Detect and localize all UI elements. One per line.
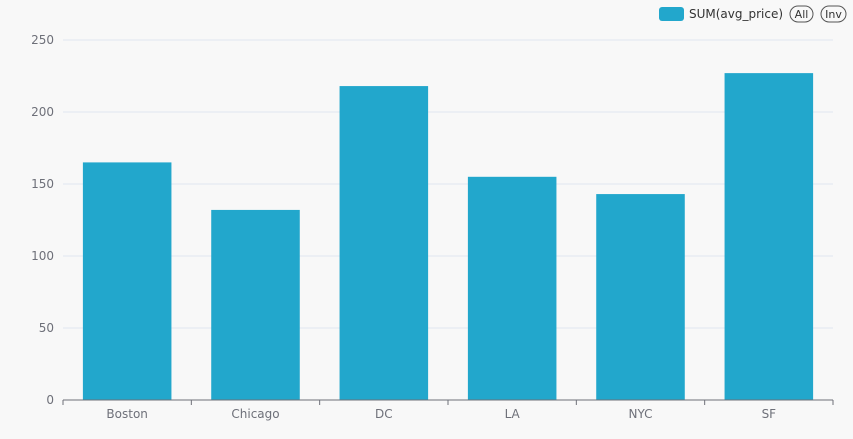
x-tick-label: LA — [505, 407, 521, 421]
bar-la[interactable] — [467, 176, 557, 400]
bar-dc[interactable] — [339, 86, 429, 400]
bars — [82, 73, 814, 401]
legend[interactable]: SUM(avg_price) — [659, 7, 783, 21]
legend-invert-label: Inv — [825, 8, 842, 21]
grid-lines — [63, 39, 833, 329]
x-tick-label: NYC — [628, 407, 652, 421]
y-axis-tick-labels: 0 50 100 150 200 250 — [31, 33, 54, 407]
x-tick-label: DC — [375, 407, 393, 421]
x-tick-label: Boston — [106, 407, 147, 421]
y-tick-label: 0 — [46, 393, 54, 407]
legend-select-all-label: All — [795, 8, 809, 21]
y-tick-label: 150 — [31, 177, 54, 191]
legend-label[interactable]: SUM(avg_price) — [689, 7, 783, 21]
y-tick-label: 250 — [31, 33, 54, 47]
x-tick-label: Chicago — [231, 407, 279, 421]
legend-swatch[interactable] — [659, 7, 684, 21]
x-axis-tick-labels: Boston Chicago DC LA NYC SF — [106, 407, 776, 421]
y-tick-label: 50 — [39, 321, 54, 335]
bar-sf[interactable] — [724, 73, 814, 401]
y-tick-label: 200 — [31, 105, 54, 119]
bar-chicago[interactable] — [211, 209, 300, 400]
axes — [62, 399, 834, 405]
bar-nyc[interactable] — [596, 194, 685, 400]
legend-invert-button[interactable]: Inv — [820, 5, 847, 23]
x-tick-label: SF — [762, 407, 777, 421]
bar-boston[interactable] — [82, 162, 172, 400]
y-tick-label: 100 — [31, 249, 54, 263]
legend-select-all-button[interactable]: All — [789, 5, 814, 23]
